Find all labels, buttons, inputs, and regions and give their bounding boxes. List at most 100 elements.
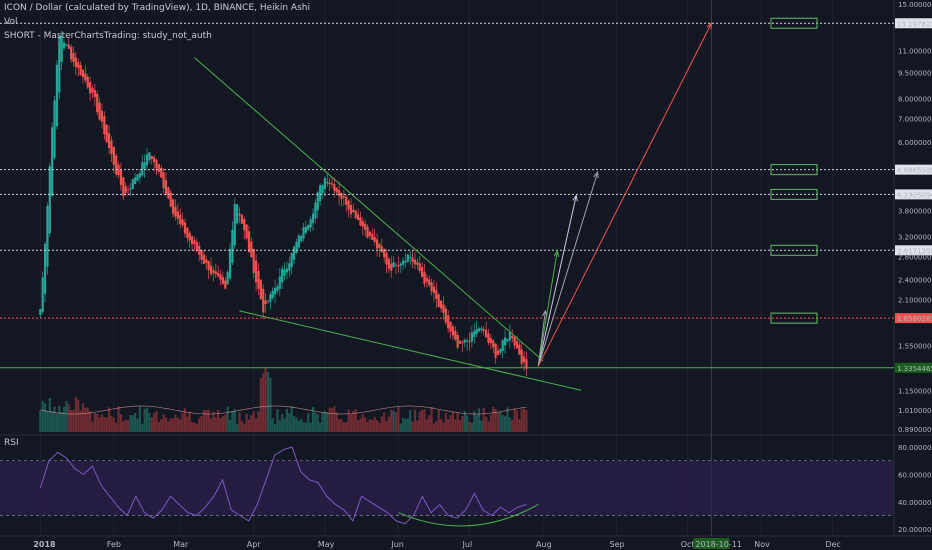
- candle-body: [153, 157, 156, 163]
- volume-bar: [444, 412, 447, 432]
- candle-body: [60, 35, 63, 62]
- candle-body: [176, 211, 179, 219]
- projection-arrow-head: [593, 171, 599, 179]
- candle-body: [257, 271, 260, 289]
- price-level-label: 1.3354465: [897, 365, 932, 373]
- candle-body: [364, 223, 367, 230]
- volume-bar: [252, 411, 255, 432]
- volume-bar: [366, 421, 369, 432]
- volume-ma-line: [40, 405, 527, 415]
- volume-bar: [285, 408, 289, 432]
- volume-bar: [84, 407, 87, 432]
- volume-bar: [273, 423, 277, 432]
- candle-body: [404, 260, 407, 263]
- candle-body: [266, 301, 270, 303]
- volume-bar: [421, 409, 424, 432]
- volume-group: [39, 367, 528, 432]
- volume-bar: [162, 414, 165, 432]
- candle-body: [174, 206, 177, 217]
- candle-body: [89, 82, 92, 94]
- volume-bar: [397, 407, 400, 432]
- rsi-axis-tick: 40.000000: [898, 499, 932, 507]
- volume-bar: [181, 412, 184, 432]
- volume-bar: [245, 413, 248, 432]
- volume-bar: [525, 410, 528, 432]
- volume-bar: [58, 405, 61, 432]
- volume-bar: [231, 410, 234, 432]
- candle-body: [202, 254, 206, 264]
- time-axis-tick: Feb: [107, 540, 121, 549]
- volume-bar: [67, 404, 70, 432]
- volume-bar: [399, 423, 402, 432]
- volume-bar: [117, 406, 120, 432]
- volume-bar: [518, 419, 521, 432]
- rsi-axis-tick: 80.000000: [898, 444, 932, 452]
- candle-body: [264, 300, 267, 304]
- projection-arrow-head: [706, 22, 712, 30]
- candle-body: [81, 69, 85, 78]
- volume-bar: [494, 409, 497, 432]
- candle-body: [371, 233, 374, 240]
- volume-bar: [169, 418, 172, 432]
- candle-body: [335, 187, 338, 193]
- volume-bar: [167, 421, 170, 432]
- volume-bar: [74, 396, 77, 432]
- candle-body: [466, 340, 469, 342]
- volume-bar: [447, 418, 450, 432]
- candle-body: [43, 243, 47, 294]
- time-axis-tick: Sep: [610, 540, 625, 549]
- candle-body: [480, 328, 483, 330]
- trendline-upper-wedge: [194, 57, 544, 362]
- volume-bar: [428, 415, 431, 432]
- volume-bar: [219, 417, 222, 432]
- volume-bar: [364, 417, 367, 432]
- candle-body: [511, 336, 514, 339]
- volume-bar: [480, 420, 483, 432]
- time-axis-tick: Apr: [247, 540, 262, 549]
- volume-bar: [411, 421, 414, 432]
- volume-bar: [361, 414, 364, 432]
- volume-bar: [164, 417, 168, 432]
- candle-body: [356, 214, 360, 221]
- candle-body: [148, 152, 151, 160]
- volume-bar: [39, 410, 42, 432]
- candle-body: [190, 236, 194, 245]
- volume-bar: [129, 415, 132, 432]
- volume-bar: [304, 422, 308, 432]
- candle-body: [129, 188, 132, 190]
- candle-body: [499, 349, 502, 353]
- volume-bar: [330, 408, 334, 432]
- candle-body: [91, 87, 94, 93]
- candle-body: [418, 263, 421, 271]
- volume-bar: [247, 419, 251, 432]
- volume-bar: [250, 415, 253, 432]
- candle-body: [451, 326, 455, 336]
- volume-bar: [458, 420, 462, 432]
- volume-bar: [48, 397, 51, 432]
- time-highlight-label: 2018-10-11: [695, 540, 742, 549]
- candle-body: [475, 328, 478, 334]
- candle-body: [193, 240, 196, 245]
- candle-body: [290, 252, 293, 267]
- volume-bar: [335, 412, 338, 432]
- volume-bar: [290, 406, 293, 432]
- candle-body: [183, 222, 187, 234]
- volume-bar: [172, 418, 175, 432]
- volume-bar: [281, 413, 284, 432]
- volume-bar: [145, 407, 149, 432]
- candle-body: [231, 229, 234, 263]
- candle-body: [501, 340, 504, 351]
- rsi-legend: RSI: [4, 438, 19, 448]
- volume-bar: [461, 416, 464, 432]
- candle-body: [131, 179, 134, 190]
- volume-bar: [46, 410, 49, 432]
- candle-body: [387, 258, 391, 269]
- volume-bar: [456, 412, 459, 432]
- volume-bar: [122, 421, 125, 432]
- candle-body: [105, 124, 108, 143]
- candle-body: [164, 180, 168, 195]
- volume-bar: [319, 422, 322, 432]
- rsi-axis-tick: 60.000000: [898, 471, 932, 479]
